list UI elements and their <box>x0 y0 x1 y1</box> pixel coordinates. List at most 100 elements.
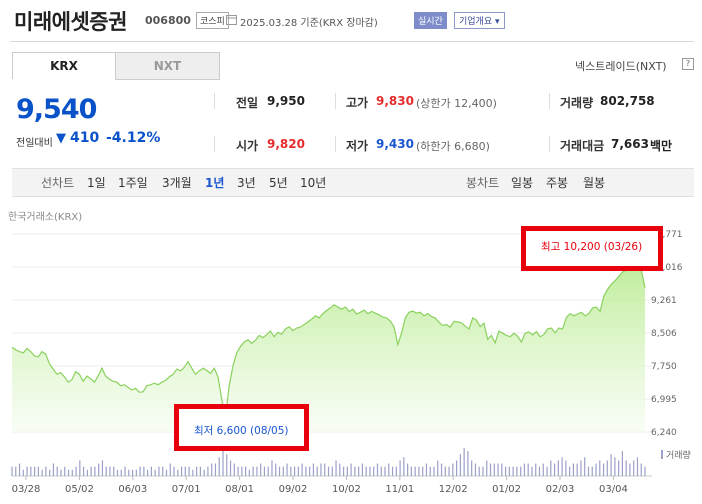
tab-nxt[interactable]: NXT <box>115 52 220 80</box>
period-3y[interactable]: 3년 <box>237 176 256 190</box>
tab-krx[interactable]: KRX <box>12 52 116 79</box>
volume-bar <box>86 469 88 476</box>
realtime-button[interactable]: 실시간 <box>414 12 447 29</box>
period-1y[interactable]: 1년 <box>205 176 225 190</box>
chart-source: 한국거래소(KRX) <box>8 212 83 223</box>
volume-bar <box>64 466 66 476</box>
volume-bar <box>260 463 262 476</box>
volume-bar <box>561 457 563 476</box>
volume-bar <box>482 466 484 476</box>
x-tick-label: 01/02 <box>492 484 521 495</box>
volume-bar <box>414 466 416 476</box>
volume-bar <box>587 466 590 476</box>
period-1w[interactable]: 1주일 <box>118 176 148 190</box>
volume-bar <box>527 463 529 476</box>
low-value: 9,430 <box>376 137 414 151</box>
divider <box>214 93 215 109</box>
candle-daily[interactable]: 일봉 <box>511 176 534 190</box>
volume-bar <box>553 463 556 476</box>
volume-bar <box>444 466 446 476</box>
volume-bar <box>316 466 318 476</box>
volume-bar <box>410 466 412 476</box>
period-5y[interactable]: 5년 <box>269 176 288 190</box>
volume-bar <box>41 469 43 476</box>
divider <box>549 136 550 152</box>
amount-value: 7,663 <box>611 137 649 151</box>
volume-bar <box>26 466 28 476</box>
volume-bar <box>49 469 51 476</box>
volume-bar <box>158 466 160 476</box>
y-tick-label: 7,750 <box>651 362 677 372</box>
stock-code: 006800 <box>145 14 191 27</box>
volume-bar <box>293 466 296 476</box>
volume-bar <box>599 460 601 476</box>
volume-bar <box>226 454 228 476</box>
volume-bar <box>644 466 646 476</box>
volume-bar <box>403 457 405 476</box>
high-value: 9,830 <box>376 94 414 108</box>
volume-legend-label: 거래량 <box>666 449 691 461</box>
stock-title: 미래에셋증권 <box>14 10 127 34</box>
volume-bar <box>388 463 390 476</box>
volume-bar <box>267 466 269 476</box>
change-label: 전일대비 <box>16 138 53 149</box>
volume-label: 거래량 <box>560 96 594 110</box>
period-3m[interactable]: 3개월 <box>162 176 192 190</box>
volume-bar <box>169 463 171 476</box>
volume-bar <box>30 466 32 476</box>
help-icon[interactable]: ? <box>682 58 694 70</box>
volume-bar <box>452 463 454 476</box>
open-label: 시가 <box>236 139 259 153</box>
x-tick-label: 05/02 <box>65 484 94 495</box>
volume-bar <box>263 466 266 476</box>
price-chart: 10,771 10,016 9,261 8,506 7,750 6,995 6,240 거래… <box>11 230 691 495</box>
volume-bar <box>147 469 149 476</box>
volume-bar <box>222 448 224 476</box>
y-tick-label: 6,995 <box>651 395 677 405</box>
x-tick-label: 09/02 <box>279 484 308 495</box>
candle-weekly[interactable]: 주봉 <box>546 176 569 190</box>
volume-bar <box>512 466 514 476</box>
volume-bar <box>214 463 217 476</box>
volume-bar <box>271 460 273 476</box>
volume-bar <box>98 463 100 476</box>
volume-bar <box>407 463 409 476</box>
volume-bar <box>342 466 345 476</box>
volume-bar <box>350 463 352 476</box>
volume-bar <box>82 466 85 476</box>
volume-bar <box>290 466 292 476</box>
x-tick-label: 08/01 <box>225 484 254 495</box>
volume-bar <box>297 466 299 476</box>
volume-bar <box>546 466 548 476</box>
volume-bar <box>248 469 250 476</box>
volume-bar <box>486 460 488 476</box>
volume-bar <box>18 463 21 476</box>
volume-bar <box>90 466 92 476</box>
prev-close-value: 9,950 <box>267 94 305 108</box>
calendar-icon <box>226 15 237 25</box>
volume-bar <box>621 451 623 476</box>
volume-bar <box>516 466 518 476</box>
volume-bar <box>105 466 107 476</box>
volume-bar <box>618 460 620 476</box>
candle-chart-label: 봉차트 <box>466 176 500 190</box>
candle-monthly[interactable]: 월봉 <box>583 176 606 190</box>
volume-bar <box>429 466 431 476</box>
period-1d[interactable]: 1일 <box>87 176 106 190</box>
volume-bar <box>437 460 439 476</box>
price-line <box>11 257 646 417</box>
volume-bar <box>467 451 469 476</box>
volume-bar <box>237 466 239 476</box>
volume-bar <box>203 469 205 476</box>
volume-bar <box>395 466 397 476</box>
x-tick-label: 02/03 <box>546 484 575 495</box>
volume-bar <box>22 469 24 476</box>
volume-bar <box>15 466 17 476</box>
y-tick-label: 9,261 <box>651 296 677 306</box>
volume-bar <box>282 466 284 476</box>
volume-bar <box>131 469 134 476</box>
min-highlight-box: 최저 6,600 (08/05) <box>174 404 309 451</box>
company-overview-dropdown[interactable]: 기업개요 ▾ <box>454 12 505 29</box>
period-10y[interactable]: 10년 <box>300 176 327 190</box>
line-chart-label: 선차트 <box>41 176 75 190</box>
